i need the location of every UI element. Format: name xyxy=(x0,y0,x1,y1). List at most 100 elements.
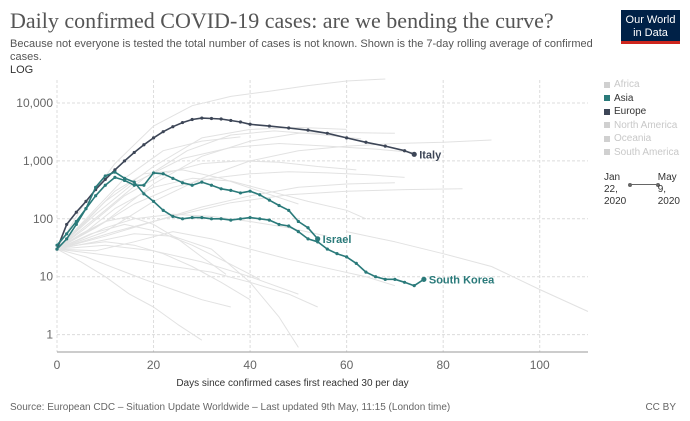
series-line-bg19 xyxy=(56,130,362,250)
y-tick-label: 100 xyxy=(33,212,53,226)
series-line-italy xyxy=(56,117,415,250)
series-point-south-korea xyxy=(393,277,397,281)
y-tick-label: 1 xyxy=(46,328,53,342)
region-legend: Africa Asia Europe North America Oceania Sout… xyxy=(604,78,688,159)
series-point-south-korea xyxy=(84,207,88,211)
timeline-start-year: 2020 xyxy=(604,196,627,207)
legend-swatch-south-america xyxy=(604,149,610,156)
series-point-south-korea xyxy=(402,280,407,284)
x-tick-label: 0 xyxy=(54,358,61,372)
legend-swatch-north-america xyxy=(604,122,610,129)
legend-item-europe[interactable]: Europe xyxy=(604,105,688,119)
series-line-bg23 xyxy=(56,171,405,250)
series-point-south-korea xyxy=(345,255,349,259)
chart-title: Daily confirmed COVID-19 cases: are we b… xyxy=(10,8,554,33)
owid-logo[interactable]: Our World in Data xyxy=(621,10,680,44)
legend-item-asia[interactable]: Asia xyxy=(604,92,688,106)
series-point-south-korea xyxy=(364,270,368,274)
footer-license-link[interactable]: CC BY xyxy=(645,402,676,413)
x-tick-label: 20 xyxy=(147,358,161,372)
series-point-italy xyxy=(122,159,127,163)
series-line-bg18 xyxy=(56,188,463,250)
legend-swatch-africa xyxy=(604,81,610,88)
series-point-italy xyxy=(402,149,407,153)
series-point-italy xyxy=(219,117,223,121)
chart-subtitle: Because not everyone is tested the total… xyxy=(10,38,593,63)
series-line-bg04 xyxy=(56,177,367,250)
series-label-south-korea: South Korea xyxy=(429,274,495,286)
series-point-italy xyxy=(171,125,175,129)
series-point-israel xyxy=(277,203,281,208)
log-scale-toggle[interactable]: LOG xyxy=(10,64,34,76)
y-tick-label: 10,000 xyxy=(16,96,53,110)
legend-label-africa: Africa xyxy=(614,79,640,91)
series-point-israel xyxy=(113,175,117,179)
series-line-bg16 xyxy=(56,132,395,250)
x-tick-label: 100 xyxy=(530,358,550,372)
series-point-south-korea xyxy=(383,277,387,281)
series-point-italy xyxy=(65,222,69,227)
legend-label-south-america: South America xyxy=(614,146,680,158)
series-point-italy xyxy=(248,122,252,126)
series-line-bg06 xyxy=(56,248,318,308)
series-label-israel: Israel xyxy=(323,234,352,246)
legend-item-oceania[interactable]: Oceania xyxy=(604,132,688,146)
x-tick-label: 80 xyxy=(437,358,451,372)
series-point-israel xyxy=(180,181,185,185)
series-line-bg17 xyxy=(56,223,260,280)
series-line-bg02 xyxy=(56,160,357,250)
timeline-track[interactable] xyxy=(628,183,660,187)
series-point-south-korea xyxy=(258,217,262,221)
series-line-bg22 xyxy=(346,231,589,312)
series-point-south-korea xyxy=(151,199,156,203)
series-point-italy xyxy=(345,136,349,140)
series-endpoint-south-korea xyxy=(421,276,427,282)
series-point-south-korea xyxy=(94,185,98,189)
series-point-south-korea xyxy=(229,218,233,222)
y-tick-label: 1,000 xyxy=(23,154,53,168)
series-point-italy xyxy=(151,136,156,140)
legend-item-south-america[interactable]: South America xyxy=(604,146,688,160)
series-point-israel xyxy=(94,194,98,198)
series-point-south-korea xyxy=(267,218,271,222)
series-point-israel xyxy=(171,176,175,180)
series-point-italy xyxy=(287,126,291,130)
series-point-israel xyxy=(287,208,291,212)
series-point-south-korea xyxy=(296,230,300,234)
series-point-south-korea xyxy=(219,217,223,221)
series-point-south-korea xyxy=(335,252,339,256)
series-point-italy xyxy=(180,120,185,125)
legend-item-africa[interactable]: Africa xyxy=(604,78,688,92)
series-point-israel xyxy=(103,183,107,187)
timeline-end-handle[interactable] xyxy=(656,183,660,187)
series-point-south-korea xyxy=(354,261,358,265)
legend-label-asia: Asia xyxy=(614,92,634,104)
series-line-south-korea xyxy=(56,171,425,287)
series-point-israel xyxy=(267,198,271,202)
series-point-south-korea xyxy=(277,222,281,227)
series-point-south-korea xyxy=(316,240,320,244)
series-point-south-korea xyxy=(412,284,416,288)
timeline-start-day: 22, xyxy=(604,184,618,195)
series-point-south-korea xyxy=(238,217,243,221)
series-point-italy xyxy=(238,120,243,124)
series-point-italy xyxy=(161,130,165,134)
series-point-israel xyxy=(200,180,204,184)
timeline-end-day: 9, xyxy=(657,184,667,195)
series-point-italy xyxy=(364,140,368,144)
timeline-start-handle[interactable] xyxy=(628,183,632,187)
series-point-italy xyxy=(267,124,271,128)
series-point-israel xyxy=(296,219,300,224)
legend-item-north-america[interactable]: North America xyxy=(604,119,688,133)
timeline-slider[interactable]: Jan 22, 2020 May 9, 2020 xyxy=(604,172,688,216)
series-point-italy xyxy=(113,168,117,172)
x-tick-label: 40 xyxy=(243,358,257,372)
series-point-south-korea xyxy=(74,222,78,227)
series-point-italy xyxy=(229,118,233,123)
series-endpoint-israel xyxy=(315,236,321,242)
timeline-end-label: May 9, 2020 xyxy=(658,172,680,208)
timeline-end-month: May xyxy=(657,172,677,183)
series-line-bg12 xyxy=(56,248,203,341)
series-line-bg14 xyxy=(56,136,241,250)
series-point-south-korea xyxy=(325,247,329,251)
